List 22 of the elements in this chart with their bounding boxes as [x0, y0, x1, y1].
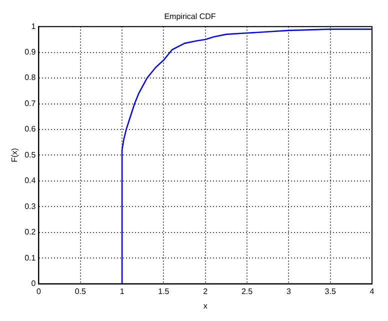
x-tick-label: 2.5 [241, 286, 254, 296]
y-tick-label: 0.5 [24, 150, 36, 160]
y-tick-label: 0.2 [24, 228, 36, 237]
x-axis-title: x [203, 301, 208, 310]
x-tick-label: 2 [203, 286, 208, 296]
y-tick-label: 0.8 [24, 73, 36, 82]
x-tick-label: 1 [120, 286, 125, 296]
y-tick-label: 1 [31, 22, 36, 31]
y-tick-label: 0.9 [24, 48, 36, 57]
x-tick-label: 3.5 [324, 286, 336, 296]
x-tick-label: 0.5 [74, 286, 86, 296]
y-axis-title: F(x) [10, 148, 20, 162]
x-tick-label: 4 [370, 286, 375, 296]
chart-title: Empirical CDF [164, 12, 216, 22]
y-tick-label: 0.4 [24, 176, 36, 186]
y-tick-label: 0.6 [24, 124, 36, 134]
y-tick-label: 0 [31, 279, 36, 288]
y-tick-label: 0.1 [24, 253, 36, 262]
y-tick-label: 0.7 [24, 98, 36, 108]
x-tick-label: 1.5 [158, 286, 170, 296]
x-tick-label: 3 [286, 286, 292, 296]
y-tick-label: 0.3 [24, 202, 36, 211]
